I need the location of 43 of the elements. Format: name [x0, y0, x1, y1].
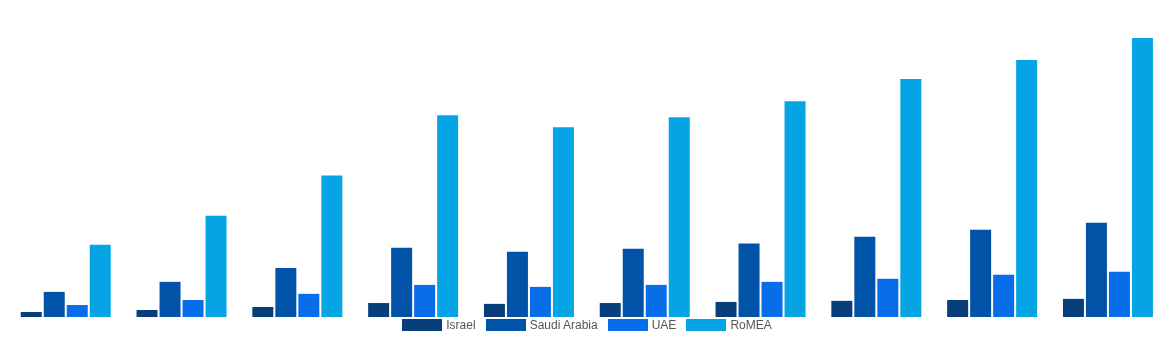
bar: [529, 286, 551, 317]
bar: [599, 303, 621, 317]
bar: [1108, 271, 1130, 317]
legend-label: Saudi Arabia: [529, 318, 598, 332]
bar: [391, 247, 413, 317]
bar: [437, 115, 459, 317]
bar: [1016, 60, 1038, 317]
bar: [877, 278, 899, 317]
bar: [321, 175, 343, 317]
bar: [159, 281, 181, 317]
bar: [89, 244, 111, 317]
bar: [668, 117, 690, 317]
bar: [552, 127, 574, 317]
bar: [900, 79, 922, 317]
legend-label: UAE: [651, 318, 677, 332]
bar: [483, 303, 505, 317]
bar: [136, 310, 158, 317]
legend-label: Israel: [446, 318, 476, 332]
bar: [1131, 38, 1153, 317]
bar: [252, 306, 274, 317]
bar: [947, 299, 969, 317]
bar: [182, 299, 204, 317]
bar: [275, 267, 297, 317]
bar: [66, 305, 88, 317]
bar: [854, 236, 876, 317]
bar: [368, 303, 390, 317]
bar: [20, 311, 42, 317]
bar: [205, 215, 227, 317]
bar: [43, 291, 65, 317]
bar: [622, 248, 644, 317]
bar: [761, 281, 783, 317]
bar: [738, 243, 760, 317]
bar: [993, 274, 1015, 317]
bar: [1085, 222, 1107, 317]
bar: [784, 101, 806, 317]
bar: [715, 301, 737, 317]
bar: [831, 300, 853, 317]
bar: [970, 229, 992, 317]
legend-label: RoMEA: [730, 318, 772, 332]
bar: [645, 284, 667, 317]
bar: [1062, 298, 1084, 317]
bar: [298, 293, 320, 317]
bar: [414, 284, 436, 317]
